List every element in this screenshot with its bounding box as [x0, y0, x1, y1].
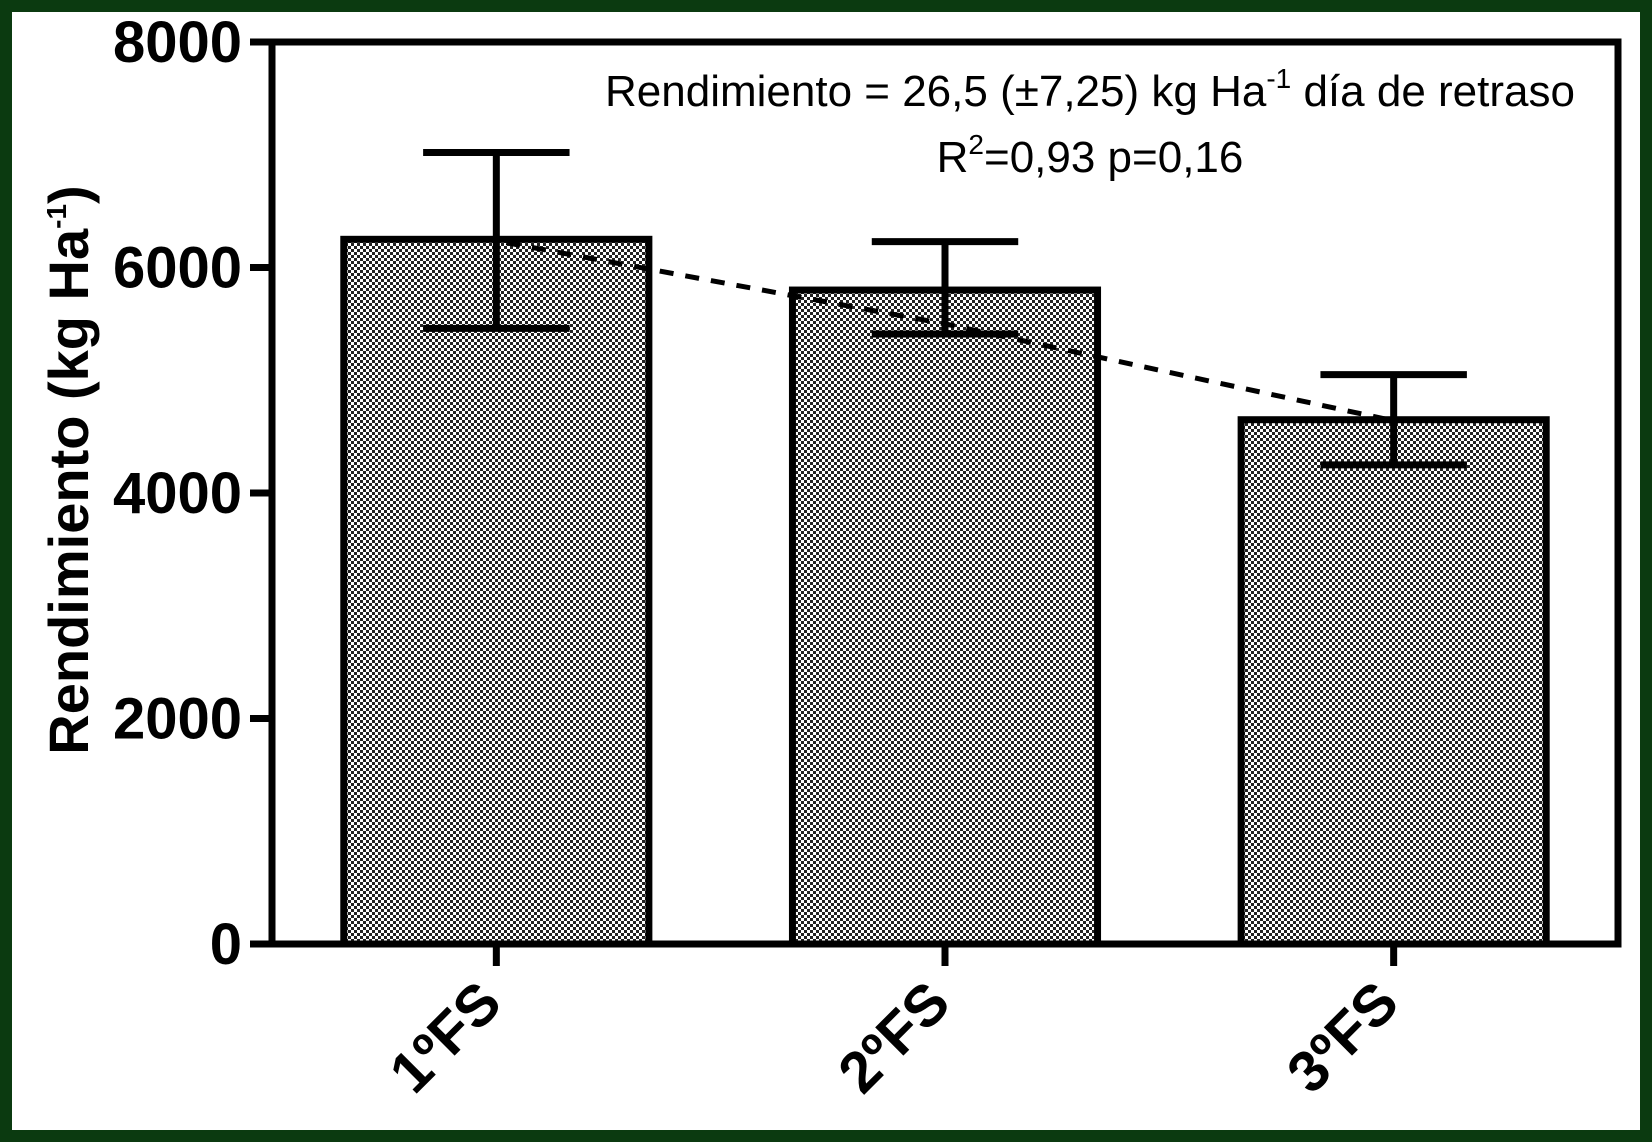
- x-axis-ticks: 1ºFS 2ºFS 3ºFS: [377, 944, 1411, 1105]
- regression-equation: Rendimiento = 26,5 (±7,25) kg Ha-1 día d…: [605, 63, 1575, 116]
- bars-group: [340, 235, 1550, 948]
- y-tick-label-3: 6000: [113, 236, 242, 301]
- y-axis-ticks: 0 2000 4000 6000 8000: [113, 10, 272, 977]
- x-tick-label-3: 3ºFS: [1275, 969, 1411, 1105]
- y-tick-label-4: 8000: [113, 10, 242, 75]
- y-tick-label-0: 0: [210, 912, 242, 977]
- x-tick-label-2: 2ºFS: [826, 969, 962, 1105]
- trend-line: [505, 240, 1395, 424]
- y-axis-label: Rendimiento (kg Ha-1): [37, 185, 100, 754]
- error-bars-group: [423, 148, 1467, 469]
- bar-1: [340, 235, 653, 948]
- regression-stats: R2=0,93 p=0,16: [937, 129, 1244, 182]
- y-tick-label-2: 4000: [113, 461, 242, 526]
- bar-3: [1237, 416, 1550, 948]
- bar-2: [788, 286, 1102, 948]
- y-tick-label-1: 2000: [113, 687, 242, 752]
- x-tick-label-1: 1ºFS: [377, 969, 513, 1105]
